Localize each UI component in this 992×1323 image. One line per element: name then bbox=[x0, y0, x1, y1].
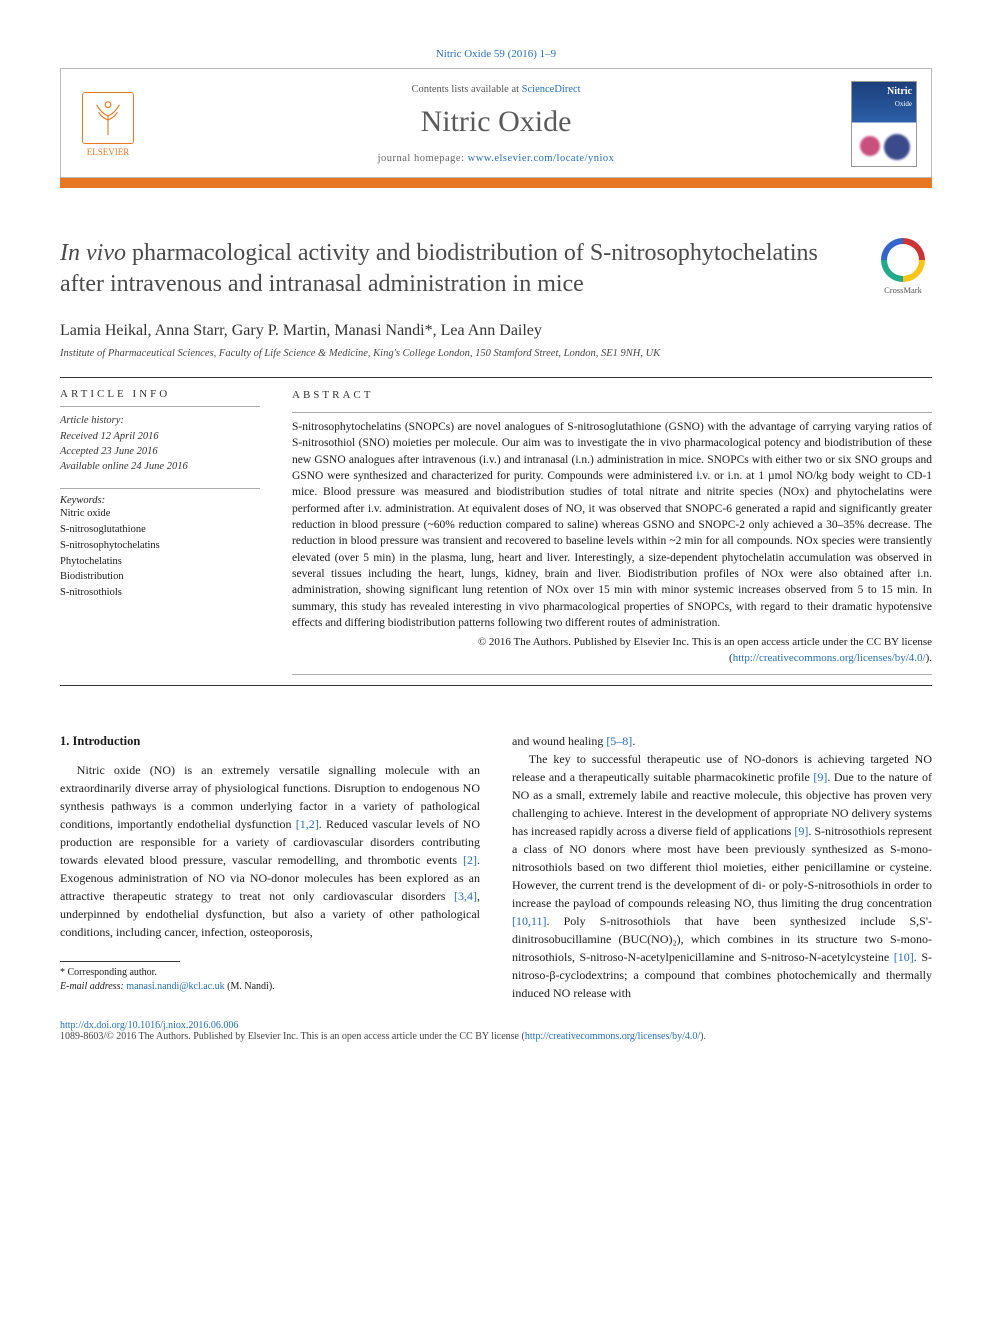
footer-license-text: 1089-8603/© 2016 The Authors. Published … bbox=[60, 1031, 525, 1042]
citation-link[interactable]: [10] bbox=[894, 950, 914, 964]
affiliation: Institute of Pharmaceutical Sciences, Fa… bbox=[60, 348, 932, 359]
citation-link[interactable]: [2] bbox=[463, 853, 477, 867]
footer-cc-link[interactable]: http://creativecommons.org/licenses/by/4… bbox=[525, 1031, 700, 1042]
article-info-heading: ARTICLE INFO bbox=[60, 388, 260, 400]
citation-link[interactable]: [9] bbox=[794, 824, 808, 838]
corresponding-author-footnote: * Corresponding author. E-mail address: … bbox=[60, 966, 480, 994]
keyword: Biodistribution bbox=[60, 569, 260, 585]
divider bbox=[60, 488, 260, 489]
citation-link[interactable]: [3,4] bbox=[454, 889, 477, 903]
body-column-right: and wound healing [5–8]. The key to succ… bbox=[512, 732, 932, 1002]
body-two-column: 1. Introduction Nitric oxide (NO) is an … bbox=[60, 732, 932, 1002]
text-run: . Poly S-nitrosothiols that have been sy… bbox=[512, 914, 932, 964]
history-accepted: Accepted 23 June 2016 bbox=[60, 444, 260, 459]
divider bbox=[60, 406, 260, 407]
article-info-column: ARTICLE INFO Article history: Received 1… bbox=[60, 388, 260, 681]
contents-prefix: Contents lists available at bbox=[411, 84, 521, 95]
top-citation: Nitric Oxide 59 (2016) 1–9 bbox=[60, 48, 932, 60]
divider bbox=[292, 412, 932, 413]
authors-list: Lamia Heikal, Anna Starr, Gary P. Martin… bbox=[60, 322, 932, 340]
history-online: Available online 24 June 2016 bbox=[60, 459, 260, 474]
corresponding-email-link[interactable]: manasi.nandi@kcl.ac.uk bbox=[126, 981, 224, 992]
elsevier-tree-icon bbox=[82, 92, 134, 144]
journal-header: ELSEVIER Contents lists available at Sci… bbox=[60, 68, 932, 178]
elsevier-label: ELSEVIER bbox=[87, 147, 130, 157]
crossmark-icon bbox=[881, 238, 925, 282]
text-run: . bbox=[632, 734, 635, 748]
keywords-list: Nitric oxide S-nitrosoglutathione S-nitr… bbox=[60, 506, 260, 601]
footnote-divider bbox=[60, 961, 180, 962]
text-run: and wound healing bbox=[512, 734, 606, 748]
header-accent-bar bbox=[60, 178, 932, 188]
history-received: Received 12 April 2016 bbox=[60, 429, 260, 444]
body-column-left: 1. Introduction Nitric oxide (NO) is an … bbox=[60, 732, 480, 1002]
journal-cover-thumbnail: Nitric Oxide bbox=[851, 81, 917, 167]
email-suffix: (M. Nandi). bbox=[225, 981, 275, 992]
copyright-line: © 2016 The Authors. Published by Elsevie… bbox=[292, 635, 932, 666]
sciencedirect-link[interactable]: ScienceDirect bbox=[522, 84, 581, 95]
page-footer: http://dx.doi.org/10.1016/j.niox.2016.06… bbox=[60, 1020, 932, 1042]
cover-title: Nitric bbox=[887, 86, 912, 97]
keyword: Phytochelatins bbox=[60, 554, 260, 570]
divider bbox=[292, 674, 932, 675]
keyword: Nitric oxide bbox=[60, 506, 260, 522]
homepage-line: journal homepage: www.elsevier.com/locat… bbox=[155, 153, 837, 164]
cover-subtitle: Oxide bbox=[895, 100, 912, 108]
homepage-prefix: journal homepage: bbox=[378, 153, 468, 164]
citation-link[interactable]: [1,2] bbox=[296, 817, 319, 831]
crossmark-label: CrossMark bbox=[884, 285, 922, 295]
doi-link[interactable]: http://dx.doi.org/10.1016/j.niox.2016.06… bbox=[60, 1020, 238, 1031]
crossmark-widget[interactable]: CrossMark bbox=[874, 238, 932, 295]
cc-paren-close: ). bbox=[926, 652, 932, 664]
contents-line: Contents lists available at ScienceDirec… bbox=[155, 84, 837, 95]
footer-license-suffix: ). bbox=[700, 1031, 706, 1042]
footnote-star: * Corresponding author. bbox=[60, 966, 480, 980]
keyword: S-nitrosothiols bbox=[60, 585, 260, 601]
history-label: Article history: bbox=[60, 413, 260, 428]
divider bbox=[60, 377, 932, 378]
keywords-label: Keywords: bbox=[60, 495, 260, 506]
citation-link[interactable]: [5–8] bbox=[606, 734, 632, 748]
elsevier-logo: ELSEVIER bbox=[75, 86, 141, 162]
copyright-text: © 2016 The Authors. Published by Elsevie… bbox=[478, 636, 932, 648]
homepage-link[interactable]: www.elsevier.com/locate/yniox bbox=[468, 153, 615, 164]
citation-link[interactable]: [9] bbox=[813, 770, 827, 784]
email-label: E-mail address: bbox=[60, 981, 126, 992]
abstract-text: S-nitrosophytochelatins (SNOPCs) are nov… bbox=[292, 419, 932, 631]
journal-name: Nitric Oxide bbox=[155, 105, 837, 139]
keyword: S-nitrosoglutathione bbox=[60, 522, 260, 538]
keyword: S-nitrosophytochelatins bbox=[60, 538, 260, 554]
title-italic-prefix: In vivo bbox=[60, 240, 126, 266]
body-paragraph: Nitric oxide (NO) is an extremely versat… bbox=[60, 761, 480, 941]
section-heading-intro: 1. Introduction bbox=[60, 732, 480, 751]
abstract-heading: ABSTRACT bbox=[292, 388, 932, 404]
divider bbox=[60, 685, 932, 686]
citation-link[interactable]: [10,11] bbox=[512, 914, 547, 928]
abstract-column: ABSTRACT S-nitrosophytochelatins (SNOPCs… bbox=[292, 388, 932, 681]
body-paragraph: The key to successful therapeutic use of… bbox=[512, 750, 932, 1002]
body-paragraph: and wound healing [5–8]. bbox=[512, 732, 932, 750]
article-title: In vivo pharmacological activity and bio… bbox=[60, 238, 854, 300]
title-rest: pharmacological activity and biodistribu… bbox=[60, 240, 818, 297]
cc-license-link[interactable]: http://creativecommons.org/licenses/by/4… bbox=[733, 652, 926, 664]
